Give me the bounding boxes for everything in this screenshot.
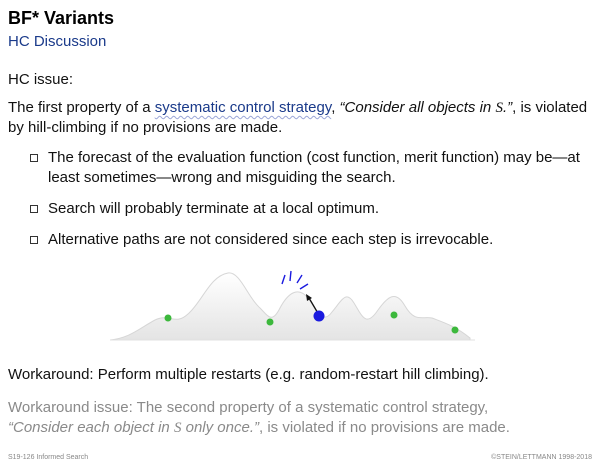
- bullet-text: The forecast of the evaluation function …: [48, 149, 580, 186]
- footer-slide-info: S19-126 Informed Search: [8, 454, 89, 461]
- slide-subtitle: HC Discussion: [8, 33, 107, 50]
- workaround-issue-quote-pre: “Consider each object in: [8, 419, 174, 436]
- workaround-issue-quote-var: S: [173, 420, 182, 436]
- issue-quote-pre: “Consider all objects in: [339, 99, 496, 116]
- workaround-issue-text-after: , is violated if no provisions are made.: [258, 419, 510, 436]
- bullet-item: Alternative paths are not considered sin…: [28, 230, 588, 250]
- hill-curve: [110, 272, 471, 341]
- workaround-issue-text-before: Workaround issue: The second property of…: [8, 399, 489, 416]
- issue-quote-var: S: [495, 100, 503, 116]
- issue-text-before: The first property of a: [8, 99, 155, 116]
- bullet-item: Search will probably terminate at a loca…: [28, 199, 588, 219]
- local-point-green: [266, 318, 274, 326]
- issue-label: HC issue:: [8, 71, 74, 88]
- bullet-text: Alternative paths are not considered sin…: [48, 231, 494, 248]
- square-bullet-icon: [30, 205, 38, 213]
- local-point-green: [451, 326, 459, 334]
- workaround-text: Workaround: Perform multiple restarts (e…: [8, 366, 489, 383]
- issue-text-after: , is violated by hill-climbing if no pro…: [8, 99, 588, 136]
- climb-arrowhead-icon: [306, 294, 312, 301]
- footer-copyright: ©STEIN/LETTMANN 1998-2018: [491, 454, 592, 461]
- local-point-green: [390, 311, 398, 319]
- issue-bullet-list: The forecast of the evaluation function …: [28, 148, 588, 261]
- local-point-green: [164, 314, 172, 322]
- issue-paragraph: The first property of a systematic contr…: [8, 98, 593, 138]
- issue-text-comma: ,: [331, 99, 340, 116]
- current-state-point: [313, 310, 325, 322]
- hill-landscape-illustration: [110, 270, 475, 341]
- square-bullet-icon: [30, 236, 38, 244]
- square-bullet-icon: [30, 154, 38, 162]
- slide-title: BF* Variants: [8, 8, 115, 28]
- bullet-item: The forecast of the evaluation function …: [28, 148, 588, 188]
- peak-burst-icon: [281, 270, 309, 290]
- workaround-issue-paragraph: Workaround issue: The second property of…: [8, 398, 593, 438]
- workaround-issue-quote-post: only once.”: [181, 419, 259, 436]
- bullet-text: Search will probably terminate at a loca…: [48, 200, 379, 217]
- issue-quote-post: .”: [502, 99, 513, 116]
- systematic-control-strategy-link[interactable]: systematic control strategy: [154, 99, 332, 116]
